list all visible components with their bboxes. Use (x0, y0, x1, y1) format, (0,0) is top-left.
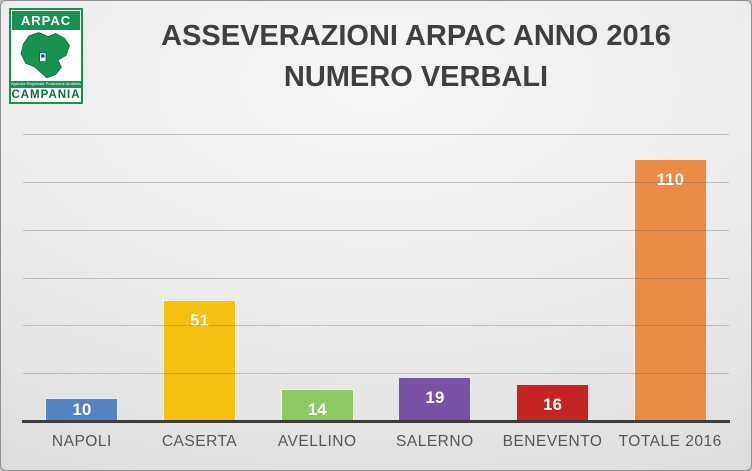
x-axis-line (22, 420, 730, 423)
bar-series: 10 51 14 19 16 110 (23, 135, 729, 422)
campania-map-shape (20, 32, 70, 79)
plot-area: 10 51 14 19 16 110 (23, 134, 729, 422)
logo-region-name: CAMPANIA (11, 87, 81, 102)
bar-slot-salerno: 19 (376, 135, 494, 422)
bar-benevento: 16 (516, 383, 590, 422)
bar-value-label: 51 (190, 311, 209, 331)
bar-value-label: 16 (543, 394, 562, 414)
bar-slot-benevento: 16 (494, 135, 612, 422)
x-axis-label-benevento: BENEVENTO (502, 433, 603, 450)
bar-napoli: 10 (45, 398, 119, 422)
bar-totale-2016: 110 (633, 158, 707, 422)
bar-slot-avellino: 14 (258, 135, 376, 422)
bar-slot-caserta: 51 (141, 135, 259, 422)
chart-title-line1: ASSEVERAZIONI ARPAC ANNO 2016 (161, 20, 671, 52)
campania-map-icon (11, 31, 81, 81)
bar-value-label: 110 (656, 169, 684, 189)
chart-title: ASSEVERAZIONI ARPAC ANNO 2016 NUMERO VER… (89, 16, 743, 98)
arpac-logo: ARPAC Agenzia Regionale Protezione Ambie… (9, 8, 83, 104)
bar-salerno: 19 (398, 376, 472, 422)
logo-emblem-mark (41, 54, 45, 58)
logo-tagline: Agenzia Regionale Protezione Ambientale (11, 81, 81, 87)
x-axis-labels: NAPOLI CASERTA AVELLINO SALERNO BENEVENTO TOT… (23, 433, 729, 451)
x-axis-label-caserta: CASERTA (161, 433, 238, 450)
x-axis-label-avellino: AVELLINO (277, 433, 357, 450)
x-axis-label-totale-2016: TOTALE 2016 (618, 433, 722, 450)
bar-value-label: 19 (425, 387, 445, 407)
bar-slot-totale-2016: 110 (611, 135, 729, 422)
bar-avellino: 14 (280, 388, 354, 422)
bar-value-label: 10 (72, 400, 92, 420)
bar-value-label: 14 (307, 399, 327, 419)
logo-org-name: ARPAC (11, 10, 81, 31)
x-axis-label-salerno: SALERNO (396, 433, 474, 450)
chart-title-line2: NUMERO VERBALI (283, 61, 549, 93)
bar-caserta: 51 (163, 300, 236, 422)
x-axis-label-napoli: NAPOLI (51, 433, 112, 450)
bar-slot-napoli: 10 (23, 135, 141, 422)
